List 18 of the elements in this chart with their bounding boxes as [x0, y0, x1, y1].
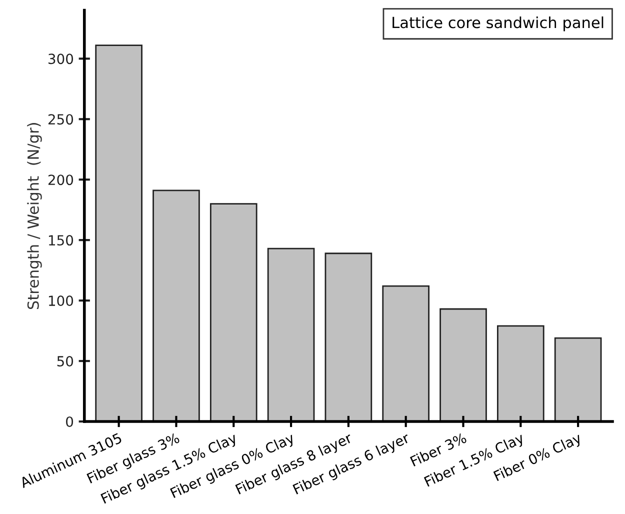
- bar: [440, 308, 487, 422]
- bar: [496, 325, 544, 422]
- bar: [210, 203, 258, 422]
- y-tick-label: 200: [48, 174, 74, 186]
- y-tick-label: 100: [48, 296, 74, 306]
- y-tick-label: 300: [48, 54, 74, 64]
- y-tick-label: 150: [48, 235, 74, 246]
- bar: [382, 285, 430, 422]
- bar: [152, 190, 200, 422]
- y-tick-label: 50: [57, 356, 74, 366]
- bar: [554, 337, 602, 422]
- y-tick-label: 250: [48, 114, 74, 125]
- annotation: Lattice core sandwich panel: [392, 16, 604, 32]
- bar: [95, 44, 142, 422]
- y-axis-title: Strength / Weight (N/gr): [27, 123, 42, 310]
- bar: [267, 248, 315, 422]
- y-tick-label: 0: [66, 416, 74, 427]
- bar: [324, 252, 372, 422]
